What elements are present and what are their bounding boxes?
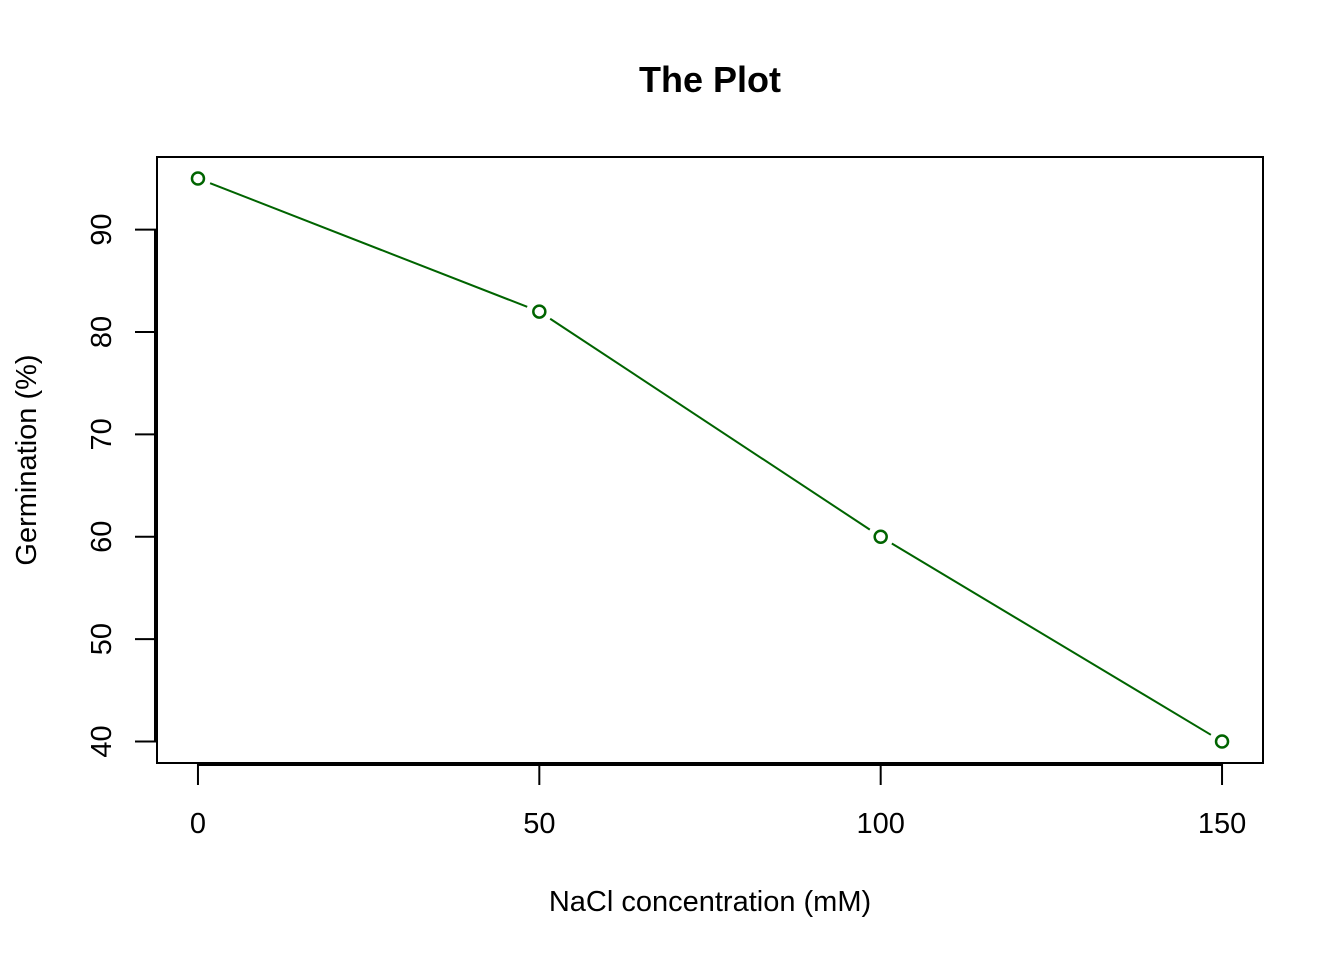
x-tick-label: 50 [523, 808, 555, 840]
y-tick-label: 80 [86, 316, 118, 348]
x-tick-label: 0 [190, 808, 206, 840]
y-tick-label: 60 [86, 521, 118, 553]
x-tick-label: 100 [856, 808, 904, 840]
data-point [1214, 734, 1230, 749]
y-tick-label: 40 [86, 725, 118, 757]
y-tick-label: 50 [86, 623, 118, 655]
data-point [532, 304, 547, 319]
y-axis-label: Germination (%) [11, 354, 43, 565]
y-axis: 40 50 60 70 80 90 [86, 214, 157, 758]
data-point [873, 529, 888, 545]
data-point [190, 171, 206, 186]
series-line-segment [209, 182, 528, 308]
x-axis: 0 50 100 150 [190, 763, 1246, 840]
y-tick-label: 70 [86, 418, 118, 450]
x-tick-label: 150 [1198, 808, 1246, 840]
chart-title: The Plot [639, 59, 781, 100]
plot-frame [156, 156, 1264, 764]
x-axis-label: NaCl concentration (mM) [549, 886, 871, 918]
series-line-segment [549, 317, 871, 531]
series-layer [190, 171, 1230, 749]
series-line-segment [891, 542, 1212, 736]
y-tick-label: 90 [86, 214, 118, 246]
